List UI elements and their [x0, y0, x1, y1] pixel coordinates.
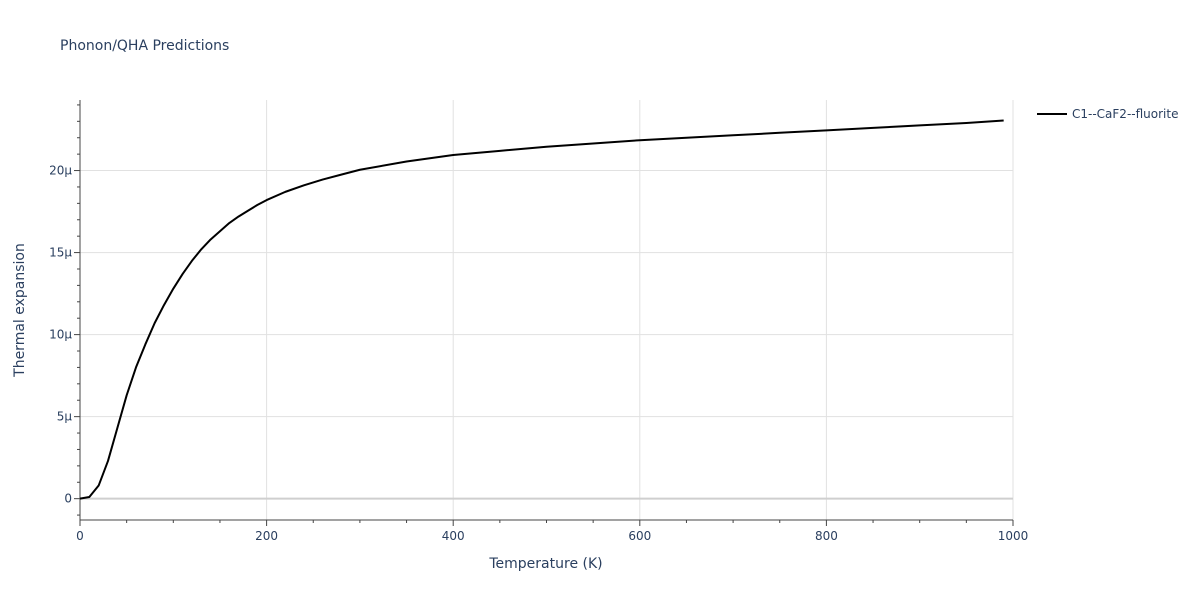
y-axis-title: Thermal expansion	[12, 243, 28, 378]
x-axis-title: Temperature (K)	[488, 556, 602, 572]
plot-area	[79, 119, 1004, 500]
x-tick-label: 200	[255, 529, 278, 543]
x-tick-label: 800	[815, 529, 838, 543]
x-tick-label: 600	[628, 529, 651, 543]
y-tick-label: 15μ	[49, 246, 72, 260]
series-line[interactable]	[79, 119, 1004, 500]
x-tick-label: 400	[442, 529, 465, 543]
grid	[80, 100, 1014, 520]
legend-label: C1--CaF2--fluorite	[1072, 107, 1178, 121]
chart-title: Phonon/QHA Predictions	[60, 38, 229, 54]
y-tick-label: 20μ	[49, 164, 72, 178]
x-tick-label: 1000	[998, 529, 1029, 543]
x-tick-label: 0	[76, 529, 84, 543]
y-tick-label: 10μ	[49, 328, 72, 342]
axes: 0 200 400 600 800 1000 0 5μ 10μ 15μ 20μ	[49, 100, 1028, 543]
y-tick-label: 0	[64, 492, 72, 506]
legend[interactable]: C1--CaF2--fluorite	[1037, 107, 1178, 121]
y-tick-label: 5μ	[57, 410, 73, 424]
